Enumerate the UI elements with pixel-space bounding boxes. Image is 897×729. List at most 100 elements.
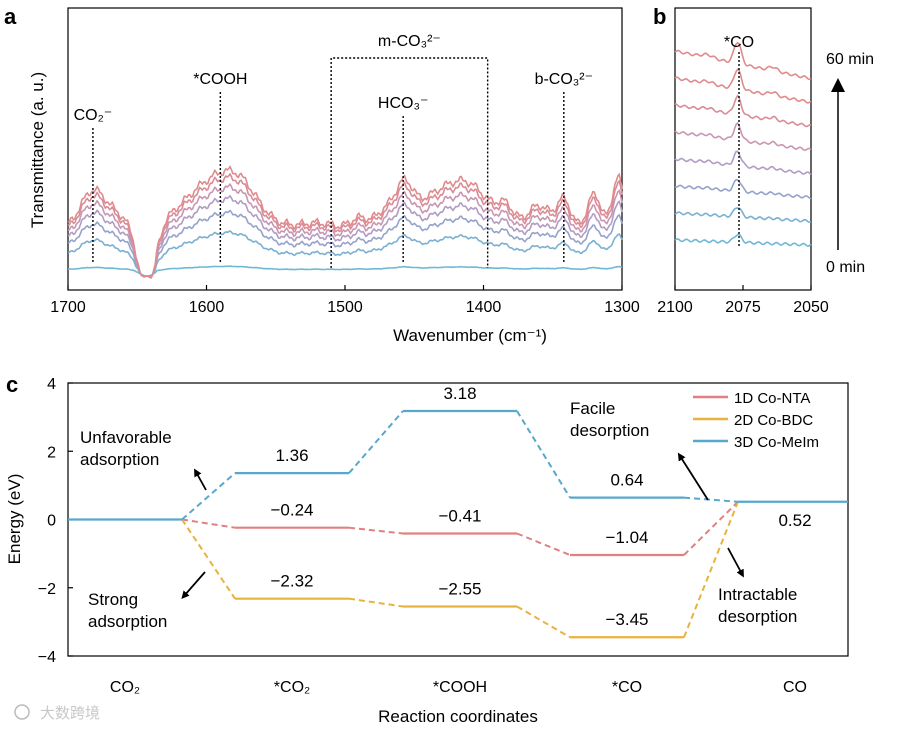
panel-c-value-labels: −0.24 −0.41 −1.04 −2.32 −2.55 −3.45 1.36 3.18 0.…	[270, 384, 811, 629]
panel-a-series-3	[67, 194, 623, 278]
panel-c-value-2-1: 1.36	[275, 446, 308, 465]
panel-c-ytick-label-2: 0	[47, 513, 56, 530]
panel-c-value-1-2: −2.55	[438, 580, 481, 599]
panel-c-connector-2-3	[683, 496, 739, 503]
panel-a-spectra: CO₂⁻ *COOH HCO₃⁻ b-CO₃²⁻ m-CO₃²⁻ 1700 1600 150…	[28, 7, 640, 345]
panel-a-xtick-label-2: 1500	[327, 299, 363, 316]
panel-b-series-2	[674, 178, 812, 200]
panel-c-legend: 1D Co-NTA 2D Co-BDC 3D Co-MeIm	[693, 390, 819, 451]
panel-c-annotation-arrow-0	[194, 468, 207, 491]
panel-b-xtick-label-0: 2100	[657, 299, 693, 316]
panel-c-ytick-label-3: 2	[47, 444, 56, 461]
panel-c-connector-0-0	[181, 518, 236, 529]
panel-b-label: b	[653, 4, 666, 29]
watermark-text: 大数跨境	[40, 704, 100, 722]
panel-c-value-1-1: −2.32	[270, 572, 313, 591]
panel-c-value-0-1: −0.24	[270, 501, 313, 520]
panel-c-value-0-2: −0.41	[438, 506, 481, 525]
panel-c-ytick-label-4: 4	[47, 376, 56, 393]
panel-b-series-1	[674, 207, 812, 224]
panel-c-connector-2-0	[181, 472, 236, 521]
panel-a-ylabel: Transmittance (a. u.)	[28, 72, 47, 228]
panel-c-ytick-label-1: −2	[38, 581, 56, 598]
panel-c-connector-0-1	[348, 526, 404, 535]
panel-a-annotations: CO₂⁻ *COOH HCO₃⁻ b-CO₃²⁻ m-CO₃²⁻	[74, 33, 593, 268]
time-end-label: 60 min	[826, 51, 874, 68]
panel-a-xlabel: Wavenumber (cm⁻¹)	[393, 326, 547, 345]
panel-a-marker-label-1: *COOH	[193, 71, 247, 88]
watermark: 大数跨境	[14, 704, 100, 722]
panel-b-series-3	[674, 150, 812, 176]
panel-c-category-label-0: CO₂	[110, 679, 140, 696]
panel-a-series-6	[67, 165, 623, 279]
panel-c-connector-0-3	[683, 501, 739, 556]
panel-c-annotation-0-line1: Unfavorable	[80, 428, 172, 447]
panel-c-connector-2-1	[348, 410, 404, 474]
panel-c-annotation-3-line1: Intractable	[718, 585, 797, 604]
panel-b-curves	[674, 41, 812, 247]
panel-c-connector-0-2	[516, 532, 571, 556]
panel-c-category-label-2: *COOH	[433, 679, 487, 696]
panel-a-ticks: 1700 1600 1500 1400 1300	[50, 285, 640, 316]
panel-a-marker-label-2: HCO₃⁻	[378, 95, 429, 112]
panel-c-connector-1-3	[683, 501, 739, 638]
panel-c-annotation-arrow-1	[181, 571, 206, 600]
panel-c-annotation-arrow-2	[677, 452, 709, 501]
panel-c-value-2-2: 3.18	[443, 384, 476, 403]
panel-c-annotation-2-line1: Facile	[570, 399, 615, 418]
panel-b-series-5	[674, 94, 811, 128]
panel-c-connector-1-0	[181, 518, 236, 600]
panel-b-co-label: *CO	[724, 34, 754, 51]
panel-c-label: c	[6, 372, 18, 397]
panel-c-category-label-1: *CO₂	[274, 679, 310, 696]
panel-c-annotation-3-line2: desorption	[718, 607, 797, 626]
panel-c-legend-label-1: 2D Co-BDC	[734, 412, 813, 429]
panel-c-connector-1-1	[348, 597, 404, 608]
panel-a-series-4	[67, 182, 623, 279]
panel-a-marker-label-0: CO₂⁻	[74, 107, 113, 124]
panel-a-bracket-label: m-CO₃²⁻	[378, 33, 441, 50]
panel-a-label: a	[4, 4, 17, 29]
panel-a-xtick-label-0: 1700	[50, 299, 86, 316]
panel-c-connector-2-2	[516, 410, 571, 499]
panel-c-annotation-2-line2: desorption	[570, 421, 649, 440]
panel-c-legend-label-2: 3D Co-MeIm	[734, 434, 819, 451]
panel-c-energy-diagram: −4 −2 0 2 4 CO₂ *CO₂ *COOH *CO CO −0.24 −0.41 −1.04…	[5, 376, 849, 726]
panel-c-value-2-4: 0.52	[778, 511, 811, 530]
panel-a-series-2	[67, 209, 623, 278]
time-arrowhead-icon	[831, 78, 845, 92]
panel-b-series-0	[674, 233, 812, 247]
panel-c-annotation-0-line2: adsorption	[80, 450, 159, 469]
panel-c-ticks: −4 −2 0 2 4 CO₂ *CO₂ *COOH *CO CO	[38, 376, 807, 696]
panel-a-series-5	[67, 172, 623, 279]
panel-b-series-6	[674, 68, 812, 104]
panel-a-xtick-label-3: 1400	[466, 299, 502, 316]
panel-b-xtick-label-1: 2075	[725, 299, 761, 316]
panel-b-xtick-label-2: 2050	[793, 299, 829, 316]
panel-a-series-0	[68, 265, 623, 277]
panel-b-series-4	[674, 121, 812, 151]
panel-c-annotations: Unfavorable adsorption Strong adsorption Fac…	[80, 399, 797, 631]
panel-c-value-0-3: −1.04	[605, 528, 648, 547]
panel-a-marker-label-3: b-CO₃²⁻	[535, 71, 594, 88]
panel-c-value-1-3: −3.45	[605, 610, 648, 629]
panel-c-annotation-1-line1: Strong	[88, 590, 138, 609]
panel-c-xlabel: Reaction coordinates	[378, 707, 538, 726]
panel-c-value-2-3: 0.64	[610, 471, 643, 490]
panel-c-annotation-1-line2: adsorption	[88, 612, 167, 631]
panel-c-connector-1-2	[516, 605, 571, 639]
panel-b-spectra: *CO 2100 2075 2050 60 min 0 min	[657, 7, 874, 316]
panel-c-legend-label-0: 1D Co-NTA	[734, 390, 810, 407]
panel-c-ytick-label-0: −4	[38, 649, 56, 666]
panel-b-ticks: 2100 2075 2050	[657, 285, 829, 316]
panel-a-series-1	[67, 230, 623, 278]
panel-a-bracket	[330, 57, 489, 268]
panel-a-xtick-label-1: 1600	[189, 299, 225, 316]
panel-a-curves	[67, 165, 623, 279]
panel-c-paths	[68, 409, 848, 639]
panel-b-series-7	[674, 41, 812, 81]
panel-c-category-label-3: *CO	[612, 679, 642, 696]
panel-c-ylabel: Energy (eV)	[5, 474, 24, 565]
panel-a-xtick-label-4: 1300	[604, 299, 640, 316]
